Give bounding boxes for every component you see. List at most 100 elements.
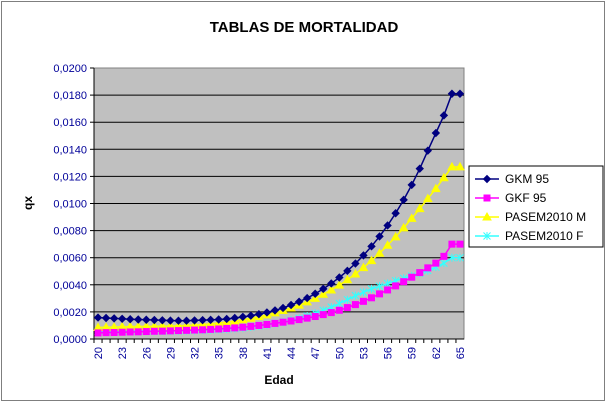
x-tick-label: 41 — [262, 347, 274, 359]
data-point — [223, 324, 231, 332]
data-point — [422, 193, 433, 203]
data-point — [93, 313, 103, 322]
data-point — [142, 328, 150, 336]
x-tick-label: 50 — [334, 347, 346, 359]
y-tick-label: 0,0060 — [53, 253, 87, 265]
data-point — [326, 284, 337, 294]
legend-label: GKM 95 — [505, 172, 549, 186]
data-point — [262, 308, 272, 317]
data-point — [431, 128, 441, 138]
data-point — [247, 322, 255, 330]
data-point — [447, 89, 457, 98]
y-axis-ticks: 0,0000 0,0020 0,0040 0,0060 0,0080 0,0100 0,01… — [53, 63, 94, 346]
data-point — [222, 314, 231, 324]
data-point — [375, 232, 384, 241]
data-point — [430, 183, 441, 193]
data-point — [279, 318, 287, 326]
y-tick-label: 0,0140 — [53, 144, 87, 156]
data-point — [318, 289, 329, 298]
data-point — [278, 303, 288, 313]
data-point — [102, 329, 110, 337]
data-point — [376, 290, 384, 298]
data-point — [198, 315, 207, 325]
data-point — [118, 328, 126, 336]
data-point — [343, 266, 352, 276]
data-point — [447, 161, 457, 171]
data-point — [416, 269, 424, 277]
data-point — [383, 221, 392, 230]
y-tick-label: 0,0160 — [53, 117, 87, 129]
data-point — [456, 240, 464, 248]
data-point — [455, 161, 465, 171]
data-point — [351, 291, 360, 300]
data-point — [207, 325, 215, 333]
y-tick-label: 0,0120 — [53, 171, 87, 183]
data-point — [191, 326, 199, 334]
data-point — [415, 164, 424, 173]
data-point — [158, 327, 166, 335]
legend-label: PASEM2010 M — [505, 210, 586, 224]
data-point — [117, 314, 127, 324]
x-axis-ticks: 20 23 26 29 32 35 38 41 44 47 50 53 56 59 62 65 — [93, 339, 467, 359]
data-point — [432, 259, 440, 267]
x-tick-label: 65 — [455, 347, 467, 359]
data-point — [190, 316, 199, 325]
data-point — [400, 278, 408, 286]
x-tick-label: 47 — [310, 347, 322, 359]
data-point — [351, 301, 359, 309]
data-point — [390, 231, 401, 241]
data-point — [406, 213, 417, 222]
data-point — [110, 328, 118, 336]
legend-swatch-marker — [482, 174, 492, 184]
data-point — [125, 315, 135, 324]
data-point — [335, 306, 343, 314]
data-point — [231, 324, 239, 332]
y-axis-title: qx — [21, 196, 35, 210]
y-tick-label: 0,0180 — [53, 90, 87, 102]
data-point — [359, 288, 368, 297]
data-point — [359, 251, 368, 260]
data-point — [166, 316, 175, 325]
data-point — [448, 253, 456, 262]
data-point — [408, 273, 416, 281]
data-point — [455, 89, 465, 98]
legend: GKM 95 GKF 95 PASEM2010 M PASEM2010 F — [468, 165, 604, 248]
series-gkm-95 — [93, 89, 465, 325]
data-point — [94, 329, 102, 337]
data-point — [358, 262, 369, 272]
data-point — [327, 279, 336, 288]
data-point — [126, 328, 134, 336]
data-point — [407, 180, 416, 190]
data-point — [302, 293, 312, 303]
legend-label: PASEM2010 F — [505, 229, 583, 243]
data-point — [335, 273, 344, 282]
data-point — [350, 268, 361, 278]
series-layer — [93, 89, 465, 337]
data-point — [238, 312, 248, 322]
data-point — [439, 111, 449, 120]
data-point — [375, 282, 384, 291]
series-line — [97, 166, 460, 329]
data-point — [448, 240, 456, 248]
data-point — [271, 319, 279, 327]
data-point — [174, 327, 182, 335]
x-tick-label: 23 — [117, 347, 129, 359]
y-tick-label: 0,0040 — [53, 280, 87, 292]
data-point — [206, 315, 215, 325]
data-point — [311, 313, 319, 321]
data-point — [182, 316, 191, 325]
data-point — [440, 252, 448, 260]
x-tick-label: 35 — [214, 347, 226, 359]
data-point — [263, 321, 271, 329]
y-tick-label: 0,0020 — [53, 307, 87, 319]
data-point — [359, 297, 367, 305]
data-point — [383, 279, 392, 288]
x-tick-label: 62 — [431, 347, 443, 359]
data-point — [109, 314, 119, 323]
data-point — [382, 240, 393, 249]
data-point — [150, 327, 158, 335]
data-point — [134, 315, 143, 324]
data-point — [368, 294, 375, 302]
data-point — [440, 259, 448, 268]
data-point — [294, 297, 304, 306]
